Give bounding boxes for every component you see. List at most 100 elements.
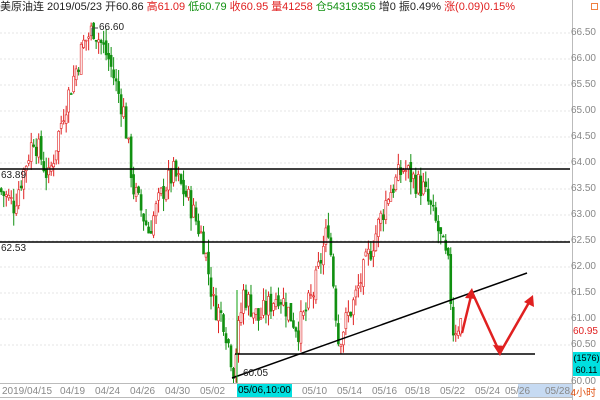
candle-body	[222, 314, 225, 332]
candle-body	[237, 320, 240, 354]
candle	[82, 34, 85, 49]
candle-body	[157, 192, 160, 201]
candle	[357, 274, 360, 298]
candle	[297, 321, 300, 351]
candle-body	[282, 298, 285, 306]
trend-line[interactable]	[231, 272, 528, 379]
candle-body	[389, 192, 393, 202]
candle	[434, 201, 438, 223]
candle-body	[102, 42, 105, 45]
candle	[399, 160, 403, 183]
candle-body	[34, 146, 38, 156]
candle-body	[426, 188, 430, 202]
amplitude: 振0.49%	[398, 1, 442, 13]
candle-body	[29, 142, 33, 162]
candle	[9, 190, 13, 205]
candle	[317, 252, 320, 269]
candle-body	[187, 189, 190, 198]
candle-body	[64, 114, 68, 124]
time-axis[interactable]	[0, 383, 572, 398]
candle-body	[454, 333, 458, 336]
cursor-price-box: (1576) 60.11	[573, 352, 600, 376]
candle	[282, 287, 285, 307]
candle-body	[357, 285, 360, 289]
candle	[421, 172, 425, 196]
candle-body	[317, 261, 320, 267]
candle-body	[404, 170, 408, 172]
candle-body	[94, 40, 98, 42]
candle-body	[431, 204, 435, 207]
candle-body	[434, 207, 438, 221]
candle	[419, 167, 423, 205]
candle-body	[379, 212, 383, 224]
future-area	[518, 384, 572, 397]
candle-body	[324, 227, 328, 245]
price-tick: 65.50	[570, 79, 596, 90]
price-tick: 63.50	[570, 183, 596, 194]
candle	[87, 32, 90, 51]
candle	[2, 190, 6, 208]
candle	[72, 65, 75, 94]
candle-body	[277, 295, 280, 307]
candle-body	[292, 320, 295, 328]
candle-body	[439, 227, 443, 234]
candle-body	[347, 311, 350, 316]
quote-date: 2019/05/23	[47, 1, 103, 13]
candle-body	[382, 214, 385, 220]
candle-body	[164, 190, 168, 200]
candle-body	[436, 220, 440, 232]
candle-body	[84, 39, 88, 42]
candle	[269, 286, 273, 320]
candle-body	[149, 230, 153, 234]
candle-body	[257, 308, 260, 321]
volume: 量41258	[271, 1, 313, 13]
candle-body	[384, 200, 388, 220]
candle-body	[429, 200, 433, 205]
candle	[119, 88, 123, 127]
candle-body	[416, 174, 420, 194]
candle	[57, 130, 60, 165]
candle-body	[441, 235, 445, 238]
candle	[287, 306, 290, 323]
candle	[114, 68, 118, 92]
time-tick: 05/26	[505, 386, 531, 397]
candle	[337, 314, 340, 347]
candle	[134, 182, 138, 202]
candle	[394, 174, 398, 192]
candle	[414, 167, 418, 198]
price-tick: 66.00	[570, 53, 596, 64]
candle-body	[192, 204, 195, 218]
candle-body	[424, 181, 428, 187]
candle	[204, 252, 208, 262]
increase: 增0	[378, 1, 396, 13]
candle	[239, 302, 243, 326]
candle-body	[362, 259, 365, 287]
candle-body	[451, 306, 455, 336]
candle-body	[32, 144, 36, 147]
price-tick: 62.50	[570, 235, 596, 246]
candle-body	[139, 194, 143, 211]
candle-body	[387, 199, 390, 204]
quote-header: 美原油连 2019/05/23 开60.86 高61.09 低60.79 收60.95 量4…	[0, 0, 518, 14]
candle	[137, 185, 140, 195]
window-toggle-icon[interactable]	[591, 3, 598, 10]
candle-body	[119, 94, 123, 115]
candle-body	[57, 131, 60, 152]
candle-body	[199, 231, 203, 234]
period-label[interactable]: 4小时	[570, 388, 596, 399]
time-tick: 04/26	[130, 386, 156, 397]
candle	[229, 343, 233, 372]
candle	[327, 212, 330, 239]
candle	[184, 185, 188, 198]
price-tick: 65.00	[570, 105, 596, 116]
candle	[129, 133, 133, 188]
candle	[192, 198, 195, 218]
candle-body	[74, 68, 78, 81]
candle	[132, 166, 135, 200]
candle	[127, 137, 130, 144]
candle-body	[4, 194, 8, 197]
candle-body	[9, 197, 13, 199]
candle	[37, 133, 41, 164]
candle-body	[344, 312, 348, 329]
